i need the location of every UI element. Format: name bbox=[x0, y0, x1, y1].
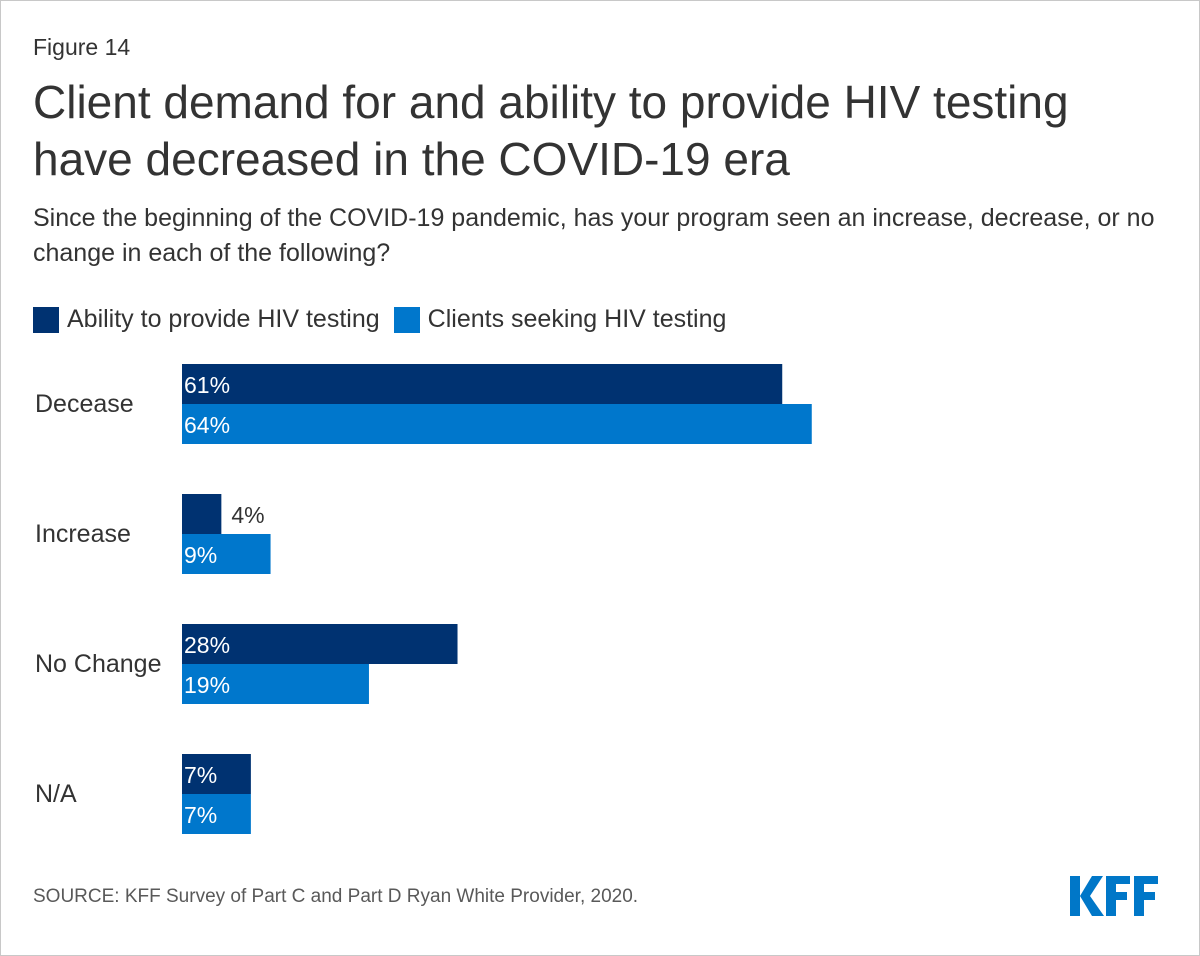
chart-subtitle: Since the beginning of the COVID-19 pand… bbox=[33, 204, 1155, 267]
data-label: 4% bbox=[231, 502, 264, 528]
category-label: Decease bbox=[35, 390, 134, 418]
bar-clients bbox=[182, 534, 271, 574]
data-label: 7% bbox=[184, 762, 217, 788]
bar-chart: Decease 61% 64% Increase 4% 9% No Change 28% 19%… bbox=[35, 364, 812, 834]
legend-swatch-ability bbox=[33, 306, 59, 333]
legend-item-clients: Clients seeking HIV testing bbox=[393, 305, 727, 334]
data-label: 19% bbox=[184, 672, 230, 698]
bar-ability bbox=[182, 624, 458, 664]
legend-label-ability: Ability to provide HIV testing bbox=[67, 305, 380, 333]
bar-clients bbox=[182, 794, 251, 834]
bar-ability bbox=[182, 364, 783, 404]
bar-clients bbox=[182, 404, 812, 444]
data-label: 64% bbox=[184, 412, 230, 438]
source-note: SOURCE: KFF Survey of Part C and Part D … bbox=[33, 886, 639, 907]
legend-label-clients: Clients seeking HIV testing bbox=[427, 305, 727, 333]
bar-clients bbox=[182, 664, 369, 704]
bar-ability bbox=[182, 494, 222, 534]
kff-logo bbox=[1070, 872, 1166, 923]
legend: Ability to provide HIV testing Clients s… bbox=[33, 305, 740, 334]
data-label: 9% bbox=[184, 542, 217, 568]
data-label: 28% bbox=[184, 632, 230, 658]
legend-item-ability: Ability to provide HIV testing bbox=[33, 305, 380, 334]
data-label: 7% bbox=[184, 802, 217, 828]
category-label: N/A bbox=[35, 780, 77, 808]
data-label: 61% bbox=[184, 372, 230, 398]
bar-ability bbox=[182, 754, 251, 794]
chart-title: Client demand for and ability to provide… bbox=[33, 76, 1069, 185]
figure-label: Figure 14 bbox=[33, 34, 131, 60]
category-label: No Change bbox=[35, 650, 161, 678]
legend-swatch-clients bbox=[393, 306, 420, 333]
category-label: Increase bbox=[35, 520, 131, 548]
